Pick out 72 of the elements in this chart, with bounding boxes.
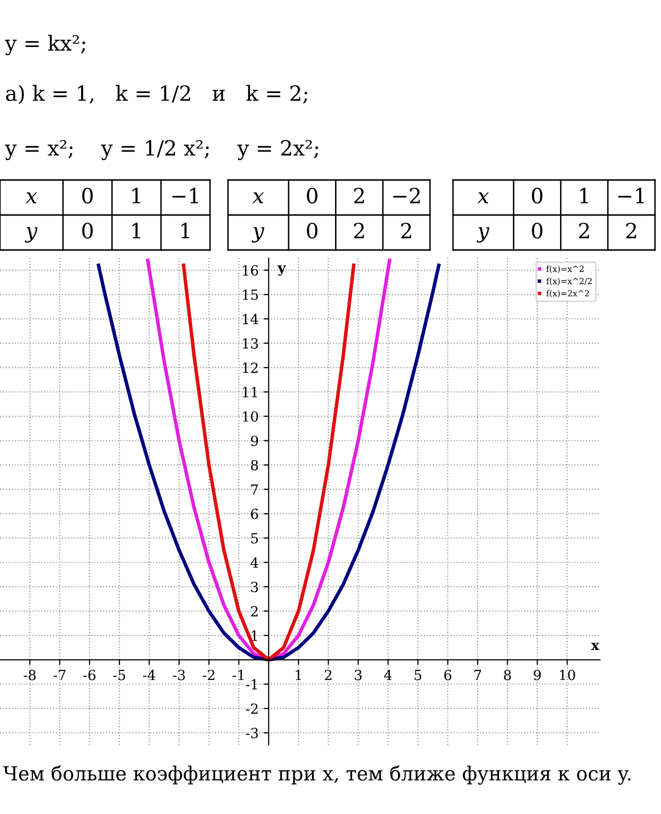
x-tick-label: -6 — [83, 670, 96, 680]
x-tick-label: 8 — [504, 670, 511, 680]
text: 0 — [82, 222, 93, 239]
text: Чем больше коэффициент при x, тем ближе функция к оси y. — [3, 765, 631, 785]
x-tick-label: 9 — [534, 670, 541, 680]
text: 0 — [532, 188, 542, 204]
y-tick-label: 2 — [251, 606, 258, 616]
y-tick-label: -2 — [246, 703, 258, 714]
line-series — [96, 264, 441, 662]
x-tick-label: 1 — [296, 670, 301, 680]
legend-label: f(x)=x^2 — [546, 266, 584, 274]
y-tick-label: 6 — [251, 508, 258, 520]
y-tick-label: 14 — [242, 314, 258, 324]
x-tick-label: 7 — [474, 670, 482, 680]
text: 2 — [401, 222, 412, 238]
x-tick-label: -1 — [232, 670, 244, 680]
y-tick-label: 13 — [242, 338, 258, 349]
y-tick-label: 1 — [252, 630, 257, 641]
x-tick-label: -4 — [143, 670, 156, 680]
text: y = x²; y = 1/2 x²; y = 2x²; — [4, 140, 318, 160]
x-axis-title: x — [591, 642, 600, 650]
text: x — [26, 192, 38, 204]
x-tick-label: -8 — [24, 670, 36, 680]
legend-label: f(x)=x^2/2 — [546, 278, 592, 286]
y-tick-label: 4 — [250, 557, 258, 568]
text: 1 — [132, 188, 140, 204]
text: 0 — [306, 188, 318, 204]
y-tick-label: 11 — [242, 386, 257, 398]
text: 2 — [626, 222, 636, 238]
y-tick-label: 5 — [251, 533, 258, 544]
y-tick-label: -1 — [246, 679, 257, 690]
text: а) k = 1, k = 1/2 и k = 2; — [6, 84, 308, 104]
x-tick-label: -2 — [202, 670, 214, 680]
text: x — [252, 192, 264, 204]
text: y — [24, 227, 38, 243]
y-tick-label: 10 — [242, 411, 258, 422]
x-tick-label: -5 — [113, 670, 126, 680]
x-tick-label: 2 — [324, 670, 332, 680]
legend-label: f(x)=2x^2 — [546, 290, 589, 298]
y-tick-label: 7 — [251, 484, 258, 495]
x-tick-label: 6 — [444, 670, 452, 680]
y-tick-label: 8 — [251, 460, 258, 470]
text: 0 — [306, 222, 318, 239]
line-series — [182, 264, 356, 662]
y-axis-title: y — [277, 265, 286, 276]
y-tick-label: 3 — [251, 582, 258, 592]
text: y — [252, 227, 264, 243]
y-tick-label: 9 — [250, 436, 258, 446]
text: 0 — [82, 188, 93, 204]
text: 1 — [132, 222, 140, 238]
text: x — [477, 192, 489, 204]
x-tick-label: 4 — [384, 670, 392, 680]
text: y = kx²; — [4, 34, 86, 56]
text: y — [476, 227, 490, 243]
y-tick-label: 12 — [242, 362, 258, 373]
y-tick-label: 15 — [242, 289, 258, 300]
y-tick-label: -3 — [246, 728, 258, 738]
x-tick-label: 5 — [414, 670, 422, 680]
x-tick-label: -7 — [54, 670, 66, 680]
text: 1 — [580, 188, 588, 204]
text: −1 — [172, 188, 198, 204]
x-tick-label: 3 — [354, 670, 362, 680]
text: 1 — [181, 222, 190, 238]
y-tick-label: 16 — [242, 265, 258, 276]
text: 2 — [354, 188, 364, 204]
text: 2 — [579, 222, 589, 238]
x-tick-label: -3 — [172, 670, 185, 680]
text: −2 — [393, 188, 420, 204]
text: −1 — [618, 188, 644, 204]
text: 0 — [532, 222, 542, 239]
text: 2 — [354, 222, 364, 238]
x-tick-label: 10 — [560, 670, 576, 680]
